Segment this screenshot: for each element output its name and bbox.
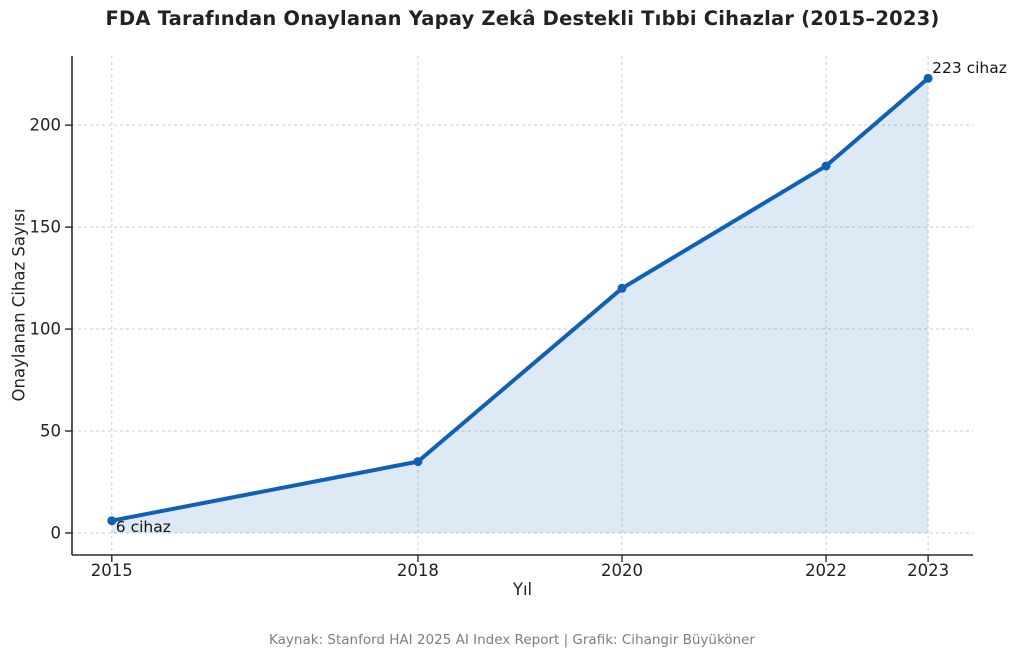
source-caption: Kaynak: Stanford HAI 2025 AI Index Repor… [269, 632, 755, 648]
y-axis-tick-label: 150 [30, 218, 62, 237]
annotation-first-value: 6 cihaz [115, 517, 171, 536]
data-point-marker [617, 283, 627, 293]
area-fill [111, 78, 929, 534]
y-axis-tick-label: 100 [30, 320, 62, 339]
y-axis-tick-label: 50 [40, 422, 61, 441]
y-axis-tick-label: 200 [30, 116, 62, 135]
y-axis-title: Onaylanan Cihaz Sayısı [9, 208, 29, 402]
chart-title: FDA Tarafından Onaylanan Yapay Zekâ Dest… [105, 7, 940, 30]
x-axis-title: Yıl [512, 580, 533, 599]
x-axis-tick-label: 2018 [397, 561, 439, 580]
data-point-marker [821, 161, 831, 171]
x-axis-tick-label: 2022 [805, 561, 847, 580]
x-axis-tick-label: 2020 [601, 561, 643, 580]
data-point-marker [413, 457, 423, 467]
data-line [109, 76, 931, 523]
annotation-last-value: 223 cihaz [932, 59, 1007, 78]
x-axis-tick-label: 2023 [907, 561, 949, 580]
x-axis-tick-label: 2015 [91, 561, 133, 580]
y-axis-tick-label: 0 [51, 523, 62, 542]
